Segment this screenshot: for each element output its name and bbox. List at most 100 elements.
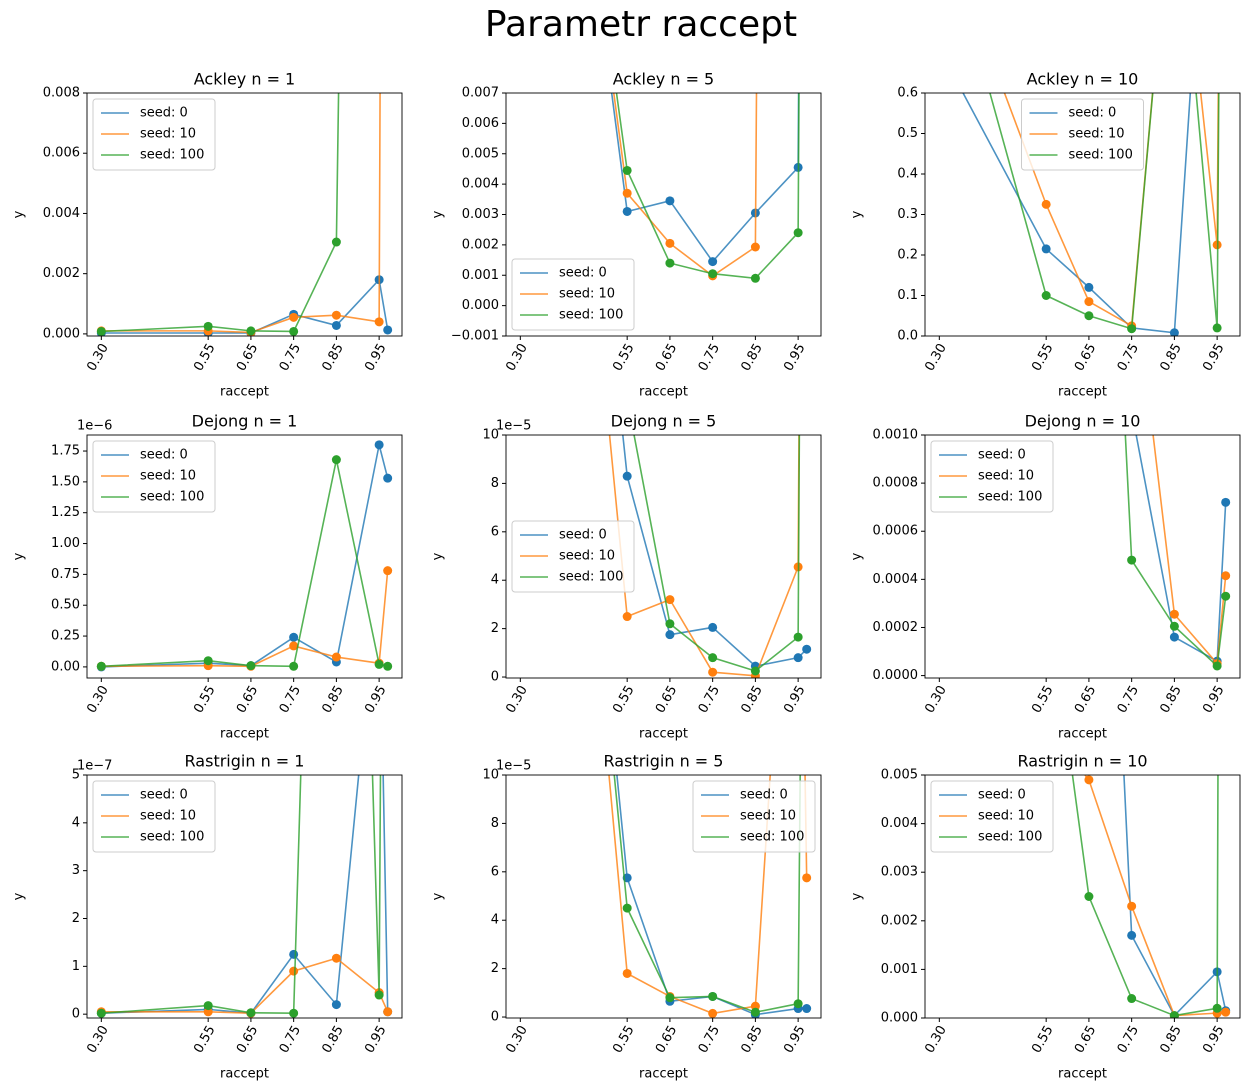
point — [1127, 994, 1137, 1004]
y-tick-label: 1.75 — [51, 444, 80, 459]
point — [1169, 632, 1179, 642]
point — [750, 1007, 760, 1017]
y-tick-label: 0 — [491, 1010, 499, 1025]
series-line — [613, 775, 801, 1014]
x-tick-label: 0.95 — [781, 1023, 808, 1056]
point — [708, 257, 718, 267]
legend-box — [1021, 98, 1144, 171]
x-tick-label: 0.75 — [277, 683, 304, 716]
x-tick-label: 0.30 — [503, 1023, 530, 1056]
x-tick-label: 0.95 — [362, 1023, 389, 1056]
x-tick-label: 0.75 — [277, 1023, 304, 1056]
y-tick-label: 0.0004 — [873, 572, 919, 587]
x-tick-label: 0.75 — [1115, 1023, 1142, 1056]
point — [375, 560, 384, 569]
subplot: Ackley n = 1 raccept y 0.30 0.55 0.65 0.75 0.85… — [12, 70, 403, 400]
point — [203, 321, 213, 331]
x-tick-label: 0.55 — [1029, 1023, 1056, 1056]
y-tick-label: 4 — [491, 913, 499, 928]
plot-area — [96, 93, 393, 336]
y-tick-label: 8 — [491, 476, 499, 491]
y-axis-label: y — [12, 892, 27, 900]
point — [374, 317, 384, 327]
x-tick-label: 0.95 — [1200, 683, 1227, 716]
figure-title: Parametr raccept — [485, 4, 797, 45]
x-tick-label: 0.85 — [738, 1023, 765, 1056]
legend: seed: 0 seed: 10 seed: 100 — [511, 520, 635, 593]
y-axis-label: y — [431, 552, 446, 560]
y-tick-label: 0.0 — [897, 329, 918, 344]
plot-area — [1084, 190, 1231, 671]
y-tick-label: −0.001 — [451, 329, 499, 344]
x-tick-label: 0.65 — [234, 1023, 261, 1056]
subplot-title: Ackley n = 5 — [613, 70, 714, 89]
x-tick-label: 0.75 — [696, 341, 723, 374]
legend: seed: 0 seed: 10 seed: 100 — [930, 780, 1054, 853]
x-tick-label: 0.85 — [319, 341, 346, 374]
y-tick-label: 0.000 — [43, 326, 80, 341]
x-tick-label: 0.55 — [610, 341, 637, 374]
point — [1212, 661, 1222, 671]
x-axis-label: raccept — [1058, 385, 1107, 400]
y-tick-label: 4 — [72, 815, 80, 830]
x-tick-label: 0.95 — [1200, 341, 1227, 374]
x-tick-label: 0.75 — [277, 341, 304, 374]
point — [1169, 328, 1179, 336]
y-tick-label: 0.002 — [462, 237, 499, 252]
y-tick-label: 3 — [72, 863, 80, 878]
subplot-title: Rastrigin n = 1 — [185, 752, 305, 771]
point — [1212, 323, 1222, 333]
plot-area — [1042, 576, 1231, 1018]
legend-box — [511, 258, 635, 331]
legend-box — [930, 440, 1054, 513]
x-tick-label: 0.95 — [362, 683, 389, 716]
x-tick-label: 0.95 — [362, 341, 389, 374]
y-axis-label: y — [850, 892, 865, 900]
y-tick-label: 0.5 — [897, 126, 918, 141]
legend-label: seed: 100 — [1069, 148, 1133, 163]
subplot-title: Rastrigin n = 10 — [1017, 752, 1147, 771]
y-tick-label: 0.003 — [881, 865, 918, 880]
point — [1084, 190, 1093, 199]
x-tick-label: 0.95 — [781, 683, 808, 716]
point — [793, 653, 803, 663]
y-tick-label: 0.005 — [462, 146, 499, 161]
x-tick-label: 0.65 — [653, 341, 680, 374]
point — [383, 566, 393, 576]
y-tick-label: 0.004 — [43, 206, 80, 221]
subplot: Dejong n = 1 raccept y 1e−6 0.30 0.55 0.65 0.75… — [12, 412, 403, 742]
point — [623, 394, 632, 403]
plot-area — [608, 775, 812, 1018]
y-tick-label: 1.25 — [51, 505, 80, 520]
point — [331, 1000, 341, 1010]
y-tick-label: 0.0002 — [873, 620, 919, 635]
y-offset: 1e−7 — [77, 759, 112, 774]
point — [622, 903, 632, 913]
series-line — [1084, 775, 1226, 1017]
point — [802, 644, 812, 654]
point — [331, 455, 341, 465]
y-tick-label: 8 — [491, 816, 499, 831]
legend-label: seed: 0 — [140, 106, 188, 121]
legend-label: seed: 0 — [559, 528, 607, 543]
y-tick-label: 0.25 — [51, 629, 80, 644]
x-tick-label: 0.75 — [696, 1023, 723, 1056]
point — [331, 320, 341, 330]
x-tick-label: 0.30 — [922, 1023, 949, 1056]
point — [331, 310, 341, 320]
legend-label: seed: 10 — [978, 469, 1034, 484]
legend-label: seed: 100 — [140, 830, 204, 845]
point — [665, 993, 675, 1003]
y-tick-label: 2 — [491, 961, 499, 976]
point — [383, 325, 393, 335]
legend-label: seed: 0 — [140, 448, 188, 463]
x-tick-label: 0.30 — [84, 683, 111, 716]
point — [1042, 576, 1051, 585]
y-axis-label: y — [431, 210, 446, 218]
x-tick-label: 0.30 — [84, 1023, 111, 1056]
point — [1084, 297, 1094, 307]
point — [708, 653, 718, 663]
y-tick-label: 0.2 — [897, 248, 918, 263]
legend-label: seed: 0 — [1069, 106, 1117, 121]
point — [289, 312, 299, 322]
